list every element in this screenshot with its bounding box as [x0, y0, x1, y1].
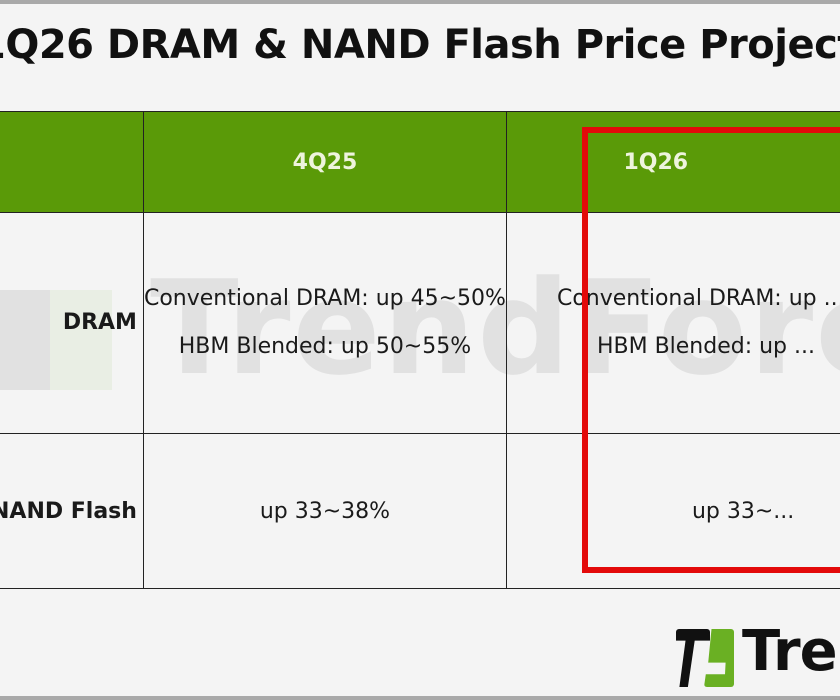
cell-nand-4q25: up 33~38% [142, 433, 507, 589]
cell-dram-1q26: Conventional DRAM: up ... HBM Blended: u… [505, 212, 840, 434]
table-header-row: 4Q25 1Q26 [0, 111, 840, 213]
header-cell-4q25: 4Q25 [142, 111, 507, 213]
table-row-dram: DRAM Conventional DRAM: up 45~50% HBM Bl… [0, 212, 840, 434]
row-label-nand: NAND Flash [0, 433, 144, 589]
hbm-blended-1q26: HBM Blended: up ... [596, 334, 815, 359]
trendforce-logo: TrendForce [676, 619, 840, 691]
price-projection-table: 4Q25 1Q26 DRAM Conventional DRAM: up 45~… [0, 111, 840, 589]
conventional-dram-4q25: Conventional DRAM: up 45~50% [143, 286, 506, 311]
page-title: 1Q26 DRAM & NAND Flash Price Projections [0, 22, 840, 68]
row-label-dram: DRAM [0, 212, 144, 434]
logo-mark-black-icon [676, 629, 710, 687]
header-cell-1q26: 1Q26 [505, 111, 840, 213]
table-row-nand: NAND Flash up 33~38% up 33~... [0, 433, 840, 589]
hbm-blended-4q25: HBM Blended: up 50~55% [178, 334, 472, 359]
cell-nand-1q26: up 33~... [505, 433, 840, 589]
logo-text: TrendForce [742, 619, 840, 684]
top-border [0, 0, 840, 4]
header-cell-category [0, 111, 144, 213]
cell-dram-4q25: Conventional DRAM: up 45~50% HBM Blended… [142, 212, 507, 434]
conventional-dram-1q26: Conventional DRAM: up ... [556, 286, 840, 311]
header-1q26-label: 1Q26 [623, 149, 689, 175]
bottom-border [0, 696, 840, 700]
